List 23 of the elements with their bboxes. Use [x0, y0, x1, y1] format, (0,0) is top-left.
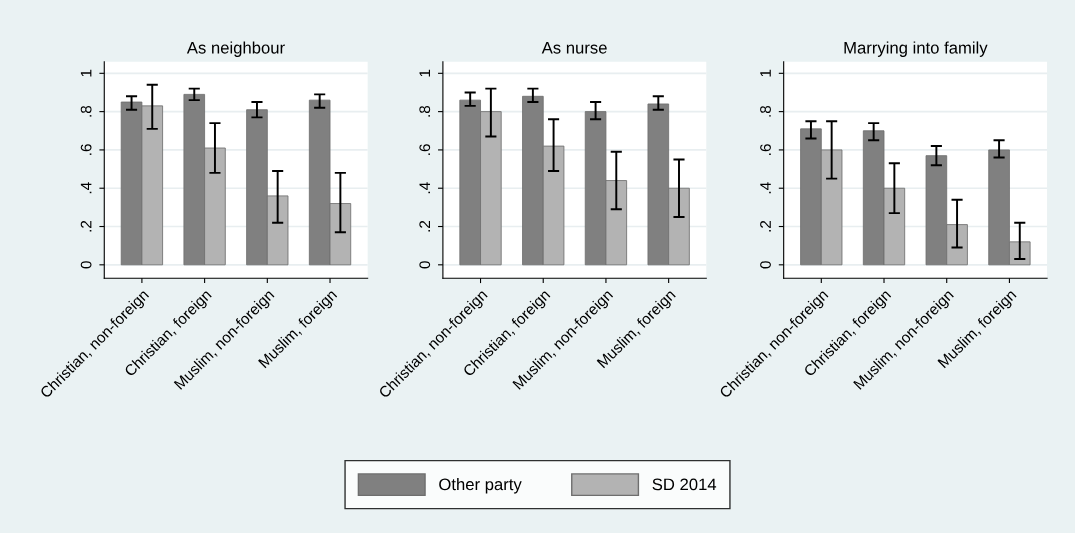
y-tick-label: .6 — [760, 144, 771, 155]
y-tick-label: 0 — [760, 261, 771, 269]
y-tick-label: .4 — [80, 182, 92, 194]
y-tick-label: 0 — [80, 261, 92, 269]
legend-label: SD 2014 — [652, 478, 717, 491]
chart-title: As neighbour — [186, 41, 285, 57]
y-tick-label: .2 — [760, 220, 771, 232]
y-tick-label: .6 — [419, 144, 431, 155]
y-tick-label: .2 — [80, 220, 92, 232]
legend-label: Other party — [439, 478, 522, 494]
y-tick-label: .2 — [419, 220, 431, 232]
y-tick-label: .6 — [80, 144, 92, 155]
y-tick-label: .4 — [760, 182, 771, 194]
y-tick-label: .8 — [80, 105, 92, 117]
y-tick-label: 1 — [419, 69, 431, 77]
y-tick-label: .4 — [419, 182, 431, 194]
chart-title: As nurse — [541, 42, 607, 54]
y-tick-label: 1 — [80, 69, 92, 77]
y-tick-label: 0 — [419, 261, 431, 269]
y-tick-label: .8 — [760, 105, 771, 117]
y-tick-label: .8 — [419, 105, 431, 117]
y-tick-label: 1 — [760, 69, 771, 77]
chart-title: Marrying into family — [844, 41, 988, 57]
